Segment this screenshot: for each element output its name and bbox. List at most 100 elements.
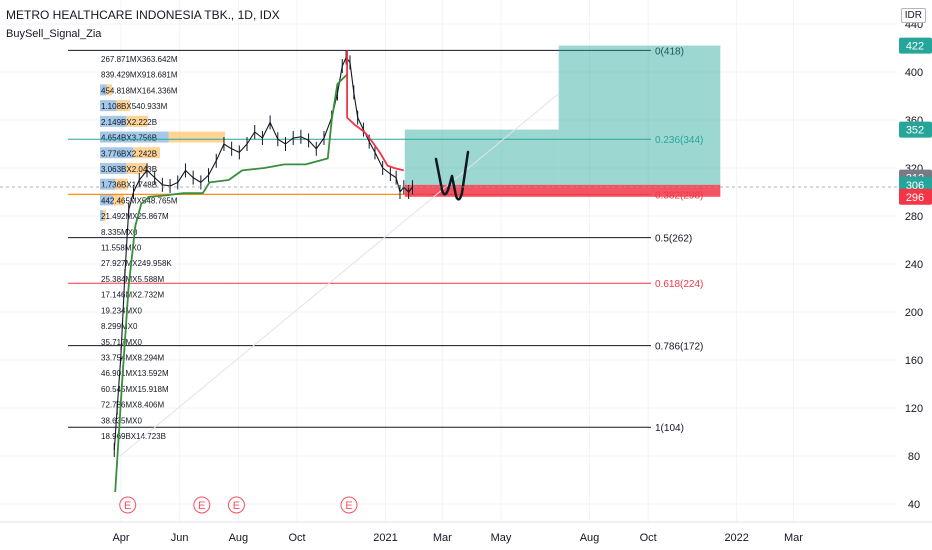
volume-bar-down (103, 210, 106, 222)
volume-profile-row-label: 27.927MX249.958K (101, 259, 172, 268)
plot-area[interactable]: 267.871MX363.642M 839.429MX918.681M 454.81… (0, 0, 897, 522)
volume-profile-row-label: 72.786MX8.406M (101, 401, 164, 410)
fib-level-label: 0.5(262) (655, 234, 692, 245)
w-pattern-stroke[interactable] (434, 150, 470, 201)
price-label (899, 188, 932, 205)
currency-unit-badge[interactable]: IDR (900, 8, 926, 23)
volume-profile-row-label: 17.146MX2.732M (101, 291, 164, 300)
x-axis[interactable]: Apr Jun Aug Oct 2021 Mar May Aug Oct 2022 Mar (0, 521, 932, 550)
y-tick-label: 280 (905, 211, 923, 223)
volume-bar-down (126, 115, 148, 127)
x-tick-label: Apr (112, 532, 129, 544)
price-label-text: 422 (906, 41, 924, 53)
trend-line[interactable] (119, 93, 560, 457)
volume-profile-row-label: 8.335MX0 (101, 228, 138, 237)
y-tick-label: 200 (905, 307, 923, 319)
price-labels: 422352312306296 (899, 37, 932, 205)
volume-bar-up (100, 162, 127, 174)
earnings-marker-label: E (198, 500, 205, 512)
volume-bar-down (115, 178, 128, 190)
fib-level-label: 0.786(172) (655, 342, 703, 353)
volume-bar-down (168, 131, 225, 143)
volume-bar-down (116, 100, 130, 112)
chart-title: METRO HEALTHCARE INDONESIA TBK., 1D, IDX (6, 8, 280, 22)
y-tick-label: 400 (905, 67, 923, 79)
price-label-text: 296 (906, 192, 924, 204)
series-line-support (114, 73, 348, 493)
x-tick-label: Oct (288, 532, 305, 544)
fib-level-label: 1(104) (655, 423, 684, 434)
volume-profile-row-label: 839.429MX918.681M (101, 71, 178, 80)
volume-profile-row-label: 38.635MX0 (101, 416, 142, 425)
volume-profile-row-label: 4.654BX3.756B (101, 134, 157, 143)
stop-loss-zone[interactable] (404, 184, 721, 197)
earnings-marker[interactable] (227, 496, 245, 514)
earnings-marker-label: E (124, 500, 131, 512)
x-tick-label: Aug (229, 532, 249, 544)
y-axis-background (897, 0, 932, 522)
volume-bar-up (100, 210, 104, 222)
earnings-marker[interactable] (193, 496, 211, 514)
volume-bar-down (113, 194, 124, 206)
x-tick-label: May (491, 532, 512, 544)
x-axis-ticks: Apr Jun Aug Oct 2021 Mar May Aug Oct 2022 Mar (112, 532, 803, 544)
x-tick-label: Mar (784, 532, 803, 544)
volume-profile: 267.871MX363.642M 839.429MX918.681M 454.81… (100, 55, 225, 441)
profit-target-zone[interactable] (558, 45, 721, 185)
volume-profile-row-label: 267.871MX363.642M (101, 55, 178, 64)
x-tick-label: 2021 (373, 532, 397, 544)
earnings-marker[interactable] (119, 496, 137, 514)
vertical-gridlines (120, 0, 794, 522)
volume-profile-row-label: 3.776BX2.242B (101, 149, 157, 158)
volume-bar-down (106, 84, 112, 96)
price-label (899, 37, 932, 54)
plot-background (0, 0, 897, 522)
volume-bar-up (100, 84, 107, 96)
volume-profile-row-label: 1.108BX540.933M (101, 102, 168, 111)
y-tick-label: 240 (905, 259, 923, 271)
volume-bar-up (100, 115, 127, 127)
indicator-name[interactable]: BuySell_Signal_Zia (6, 28, 102, 40)
earnings-marker[interactable] (340, 496, 358, 514)
horizontal-gridlines (0, 23, 897, 505)
volume-profile-row-label: 60.545MX15.918M (101, 385, 169, 394)
volume-bar-up (100, 147, 133, 159)
y-tick-label: 160 (905, 355, 923, 367)
volume-profile-row-label: 21.492MX25.867M (101, 212, 169, 221)
volume-profile-row-label: 11.558MX0 (101, 244, 142, 253)
x-tick-label: 2022 (724, 532, 748, 544)
y-tick-label: 40 (908, 499, 920, 511)
volume-bar-up (100, 194, 114, 206)
price-label (899, 121, 932, 138)
data-series (113, 50, 413, 493)
volume-profile-row-label: 33.754MX8.294M (101, 353, 164, 362)
volume-bar-down (133, 147, 160, 159)
x-tick-label: Oct (640, 532, 657, 544)
volume-bar-up (100, 131, 169, 143)
earnings-marker-label: E (233, 500, 240, 512)
volume-profile-row-label: 18.969BX14.723B (101, 432, 166, 441)
fib-level-label: 0.618(224) (655, 279, 703, 290)
volume-profile-row-label: 1.736BX1.748B (101, 181, 157, 190)
volume-bar-up (100, 178, 116, 190)
volume-bar-up (100, 100, 117, 112)
fib-level-label: 0(418) (655, 46, 684, 57)
volume-profile-row-label: 3.063BX2.043B (101, 165, 157, 174)
hand-drawn-w-pattern[interactable] (434, 150, 470, 201)
volume-profile-row-label: 2.149BX2.222B (101, 118, 157, 127)
volume-profile-row-label: 442.465MX548.765M (101, 196, 178, 205)
x-tick-label: Mar (433, 532, 452, 544)
x-tick-label: Aug (580, 532, 600, 544)
series-line-price (113, 57, 413, 451)
volume-bar-down (126, 162, 148, 174)
volume-profile-row-label: 46.901MX13.592M (101, 369, 169, 378)
series-line-resistance (346, 50, 405, 172)
x-tick-label: Jun (171, 532, 189, 544)
y-tick-label: 80 (908, 451, 920, 463)
y-tick-label: 120 (905, 403, 923, 415)
long-position-tool[interactable] (404, 45, 721, 197)
